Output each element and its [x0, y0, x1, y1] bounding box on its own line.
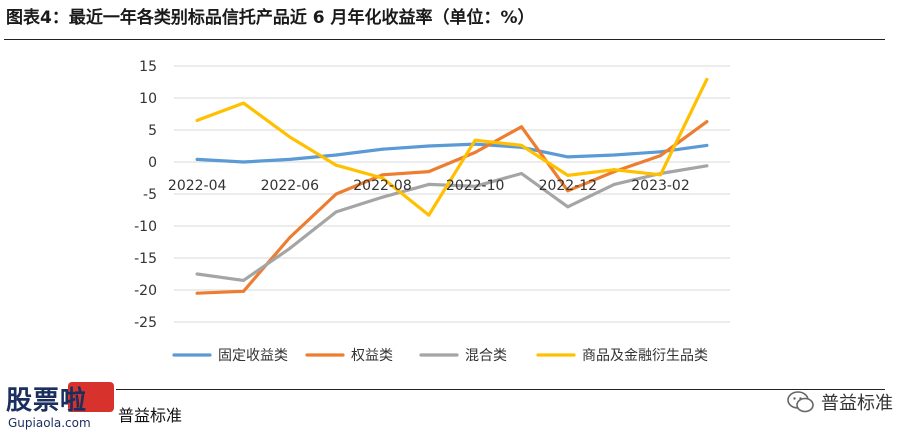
data-point	[566, 155, 570, 159]
data-point	[288, 246, 292, 250]
data-point	[612, 153, 616, 157]
data-point	[427, 144, 431, 148]
x-tick-label: 2022-06	[261, 178, 320, 194]
data-point	[566, 189, 570, 193]
data-point	[334, 192, 338, 196]
data-point	[381, 176, 384, 180]
watermark-logo: 股票啦 Gupiaola.com	[6, 380, 116, 436]
data-point	[381, 147, 384, 151]
data-point	[195, 291, 199, 295]
data-point	[334, 163, 338, 167]
x-tick-label: 2022-04	[168, 178, 227, 194]
bottom-divider	[116, 389, 885, 390]
data-point	[612, 182, 616, 186]
chart-title: 图表4：最近一年各类别标品信托产品近 6 月年化收益率（单位：%）	[6, 8, 535, 28]
data-point	[288, 236, 292, 240]
data-point	[427, 182, 431, 186]
data-point	[705, 143, 709, 147]
data-point	[334, 153, 338, 157]
series-lines	[195, 77, 709, 295]
x-tick-label: 2022-12	[539, 178, 598, 194]
data-point	[659, 173, 662, 177]
y-tick-label: 5	[148, 123, 157, 139]
y-tick-label: 15	[139, 59, 157, 75]
data-point	[288, 135, 292, 139]
legend-label: 固定收益类	[218, 348, 288, 364]
grid-lines	[174, 65, 730, 323]
x-tick-label: 2023-02	[631, 178, 690, 194]
watermark-brand: 普益标准	[787, 389, 893, 415]
series-line	[195, 120, 709, 295]
data-point	[242, 278, 245, 282]
y-tick-label: -10	[134, 219, 157, 235]
data-point	[520, 125, 523, 129]
wechat-icon	[787, 391, 814, 413]
data-point	[566, 205, 570, 209]
legend: 固定收益类 权益类 混合类 商品及金融衍生品类	[172, 348, 708, 364]
watermark-url: Gupiaola.com	[8, 416, 91, 430]
data-point	[242, 101, 245, 105]
top-divider	[4, 39, 885, 40]
watermark-brand-text: 普益标准	[821, 393, 893, 414]
source-label: 普益标准	[118, 406, 183, 425]
y-tick-label: 10	[139, 91, 157, 107]
y-tick-label: -25	[134, 315, 157, 331]
x-tick-label: 2022-08	[353, 178, 412, 194]
y-axis-ticks: 15 10 5 0 -5 -10 -15 -20 -25	[134, 59, 157, 331]
x-tick-label: 2022-10	[446, 178, 505, 194]
data-point	[705, 164, 709, 168]
series-line	[195, 164, 709, 282]
watermark-badge	[68, 382, 114, 412]
series-line	[195, 142, 709, 164]
data-point	[520, 143, 523, 147]
y-tick-label: -20	[134, 283, 157, 299]
data-point	[659, 150, 662, 154]
data-point	[612, 168, 616, 172]
data-point	[473, 138, 477, 142]
data-point	[705, 77, 709, 81]
data-point	[520, 172, 523, 176]
data-point	[473, 184, 477, 188]
data-point	[288, 157, 292, 161]
watermark-text: 股票啦	[6, 386, 88, 416]
data-point	[242, 289, 245, 293]
data-point	[705, 120, 709, 124]
data-point	[242, 160, 245, 164]
series-line	[195, 77, 709, 217]
y-tick-label: -15	[134, 251, 157, 267]
data-point	[659, 154, 662, 158]
legend-label: 商品及金融衍生品类	[582, 348, 708, 364]
legend-label: 混合类	[465, 348, 507, 364]
data-point	[195, 157, 199, 161]
y-tick-label: 0	[148, 155, 157, 171]
data-point	[427, 170, 431, 174]
data-point	[334, 210, 338, 214]
y-tick-label: -5	[143, 187, 157, 203]
x-axis-ticks: 2022-04 2022-06 2022-08 2022-10 2022-12 2023-…	[168, 178, 690, 194]
data-point	[427, 213, 431, 217]
data-point	[381, 173, 384, 177]
data-point	[473, 150, 477, 154]
data-point	[566, 173, 570, 177]
data-point	[195, 118, 199, 122]
data-point	[381, 195, 384, 199]
data-point	[195, 272, 199, 276]
legend-label: 权益类	[351, 348, 393, 364]
